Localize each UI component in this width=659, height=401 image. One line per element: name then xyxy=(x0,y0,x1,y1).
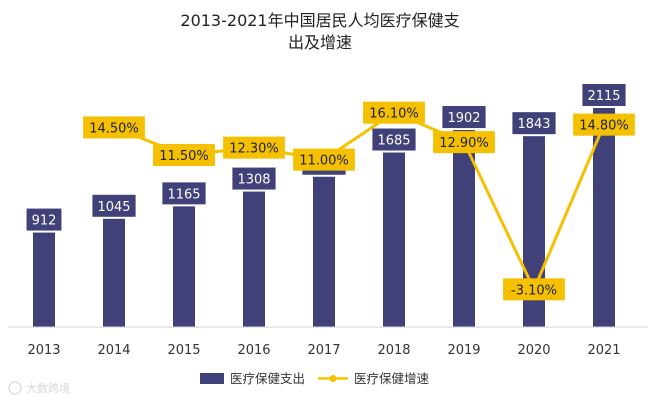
bar-2013 xyxy=(33,232,55,327)
watermark-logo-icon xyxy=(8,381,22,395)
x-tick-2014: 2014 xyxy=(97,343,130,358)
bar-label-box xyxy=(442,106,486,129)
legend-line-marker xyxy=(329,375,337,382)
legend-line-label: 医疗保健增速 xyxy=(354,371,430,386)
growth-label-text: 14.80% xyxy=(579,119,629,134)
bar-label-2020: 1843 xyxy=(512,112,556,135)
growth-label-box xyxy=(223,136,285,159)
bar-label-2015: 1165 xyxy=(162,182,206,205)
bar-label-2018: 1685 xyxy=(372,128,416,151)
x-tick-2021: 2021 xyxy=(587,343,620,358)
bar-label-text: 1685 xyxy=(377,134,410,149)
bar-2017 xyxy=(313,176,335,327)
growth-label-box xyxy=(83,116,145,139)
growth-label-2015: 11.50% xyxy=(153,144,215,166)
bar-2019 xyxy=(453,130,475,327)
legend: 医疗保健支出 医疗保健增速 xyxy=(200,371,430,386)
bar-2021 xyxy=(593,108,615,327)
growth-label-2020: -3.10% xyxy=(503,278,565,301)
line-data-labels: 14.50% 11.50% 12.30% 11.00% 16.10% 12.90% -3.1… xyxy=(83,101,635,301)
x-tick-2018: 2018 xyxy=(377,343,410,358)
bar-label-box xyxy=(162,182,206,205)
growth-label-box xyxy=(293,148,355,171)
bar-2015 xyxy=(173,206,195,327)
growth-label-box xyxy=(573,113,635,136)
bar-label-text: 2115 xyxy=(587,89,620,104)
growth-label-text: 14.50% xyxy=(89,121,139,136)
bar-2016 xyxy=(243,191,265,327)
growth-label-box xyxy=(363,101,425,124)
legend-bar-label: 医疗保健支出 xyxy=(230,371,305,386)
chart-title-line1: 2013-2021年中国居民人均医疗保健支 xyxy=(180,11,459,30)
growth-label-box xyxy=(503,278,565,301)
growth-label-text: -3.10% xyxy=(511,283,557,298)
growth-label-box xyxy=(433,131,495,154)
bar-2014 xyxy=(103,218,125,327)
bar-label-text: 1045 xyxy=(97,200,130,215)
watermark: 大数跨境 xyxy=(8,381,70,395)
bar-label-2019: 1902 xyxy=(442,106,486,129)
x-tick-2013: 2013 xyxy=(27,343,60,358)
growth-label-2021: 14.80% xyxy=(573,113,635,136)
bar-label-box xyxy=(512,112,556,135)
bar-label-text: 1308 xyxy=(237,173,270,188)
x-tick-2015: 2015 xyxy=(167,343,200,358)
bar-label-box xyxy=(582,84,626,106)
bar-label-text: 912 xyxy=(32,214,57,229)
growth-label-2016: 12.30% xyxy=(223,136,285,159)
watermark-text: 大数跨境 xyxy=(26,381,70,395)
growth-label-2017: 11.00% xyxy=(293,148,355,171)
bar-2018 xyxy=(383,152,405,327)
bar-label-2016: 1308 xyxy=(232,167,276,190)
bar-label-2021: 2115 xyxy=(582,84,626,106)
bar-label-text: 1843 xyxy=(517,117,550,132)
x-tick-labels: 2013 2014 2015 2016 2017 2018 2019 2020 2021 xyxy=(27,343,620,358)
growth-label-2018: 16.10% xyxy=(363,101,425,124)
bar-label-box xyxy=(92,194,136,217)
bar-label-box xyxy=(26,208,62,231)
growth-label-text: 16.10% xyxy=(369,107,419,122)
growth-label-2019: 12.90% xyxy=(433,131,495,154)
bar-label-text: 1902 xyxy=(447,111,480,126)
bar-label-text: 1165 xyxy=(167,187,200,202)
x-tick-2017: 2017 xyxy=(307,343,340,358)
growth-label-text: 12.30% xyxy=(229,142,279,157)
x-tick-2019: 2019 xyxy=(447,343,480,358)
chart-title-line2: 出及增速 xyxy=(288,33,352,52)
bar-label-2013: 912 xyxy=(26,208,62,231)
growth-label-box xyxy=(153,144,215,166)
growth-label-text: 11.50% xyxy=(159,149,209,164)
bar-label-2014: 1045 xyxy=(92,194,136,217)
growth-label-2014: 14.50% xyxy=(83,116,145,139)
x-tick-2020: 2020 xyxy=(517,343,550,358)
legend-bar-swatch xyxy=(200,373,224,384)
x-tick-2016: 2016 xyxy=(237,343,270,358)
growth-label-text: 11.00% xyxy=(299,154,349,169)
bar-label-box xyxy=(232,167,276,190)
bar-label-box xyxy=(372,128,416,151)
growth-label-text: 12.90% xyxy=(439,136,489,151)
